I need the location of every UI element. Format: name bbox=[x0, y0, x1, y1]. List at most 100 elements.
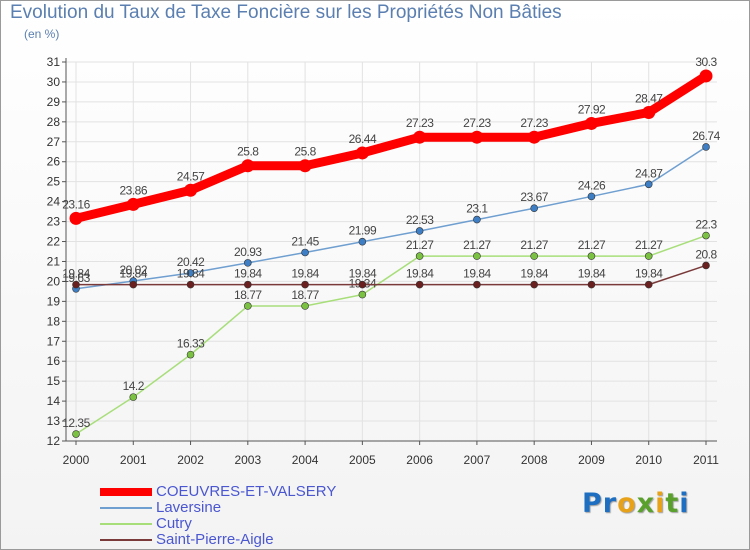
data-point-cutry bbox=[358, 290, 367, 299]
data-point-cutry bbox=[587, 252, 596, 260]
data-point-saint-pierre-aigle bbox=[530, 280, 538, 289]
y-tick-label: 19 bbox=[47, 294, 61, 308]
data-label-cutry: 21.27 bbox=[635, 238, 663, 252]
data-label-cutry: 16.33 bbox=[177, 337, 205, 351]
data-label-cutry: 18.77 bbox=[291, 288, 319, 302]
data-point-laversine bbox=[244, 259, 252, 267]
logo-letter: i bbox=[655, 488, 666, 519]
y-tick-label: 29 bbox=[47, 95, 61, 109]
data-label-laversine: 23.1 bbox=[466, 202, 488, 216]
y-tick-label: 30 bbox=[47, 75, 61, 89]
x-tick-label: 2010 bbox=[635, 453, 662, 467]
data-point-saint-pierre-aigle bbox=[358, 280, 367, 289]
data-point-cutry bbox=[473, 252, 481, 260]
data-label-coeuvres-et-valsery: 25.8 bbox=[294, 145, 316, 159]
y-tick-label: 15 bbox=[47, 374, 61, 388]
data-label-laversine: 24.26 bbox=[578, 178, 606, 192]
data-label-coeuvres-et-valsery: 26.44 bbox=[349, 132, 377, 146]
logo-letter: t bbox=[665, 488, 680, 519]
data-label-saint-pierre-aigle: 19.84 bbox=[234, 267, 262, 281]
legend-label: Saint-Pierre-Aigle bbox=[156, 531, 274, 548]
data-label-saint-pierre-aigle: 19.84 bbox=[349, 267, 377, 281]
x-tick-label: 2007 bbox=[464, 453, 491, 467]
data-point-coeuvres-et-valsery bbox=[355, 146, 369, 160]
data-label-laversine: 20.02 bbox=[120, 263, 148, 277]
logo-letter: r bbox=[602, 488, 618, 519]
y-tick-label: 31 bbox=[47, 55, 61, 69]
data-point-cutry bbox=[244, 302, 252, 310]
data-label-cutry: 14.2 bbox=[123, 379, 145, 393]
data-point-laversine bbox=[530, 204, 538, 213]
x-tick-label: 2001 bbox=[120, 453, 147, 467]
data-label-cutry: 21.27 bbox=[520, 238, 548, 252]
x-tick-label: 2002 bbox=[177, 453, 204, 467]
legend-swatch bbox=[100, 523, 152, 525]
chart-title: Evolution du Taux de Taxe Foncière sur l… bbox=[10, 2, 562, 23]
data-label-coeuvres-et-valsery: 27.23 bbox=[463, 116, 491, 130]
data-point-coeuvres-et-valsery bbox=[699, 69, 713, 83]
data-point-saint-pierre-aigle bbox=[702, 261, 710, 270]
data-point-cutry bbox=[415, 252, 424, 260]
y-tick-label: 20 bbox=[47, 274, 61, 288]
data-label-saint-pierre-aigle: 19.84 bbox=[406, 267, 434, 281]
data-label-cutry: 12.35 bbox=[62, 416, 90, 430]
data-label-saint-pierre-aigle: 19.84 bbox=[635, 267, 663, 281]
data-point-coeuvres-et-valsery bbox=[298, 159, 312, 173]
y-tick-label: 17 bbox=[47, 334, 61, 348]
data-label-cutry: 22.3 bbox=[695, 218, 717, 232]
data-point-saint-pierre-aigle bbox=[244, 280, 252, 289]
data-label-coeuvres-et-valsery: 27.92 bbox=[578, 102, 606, 116]
y-tick-label: 23 bbox=[47, 215, 61, 229]
data-point-coeuvres-et-valsery bbox=[184, 183, 198, 197]
data-point-cutry bbox=[186, 350, 195, 359]
x-tick-label: 2005 bbox=[349, 453, 376, 467]
proxiti-logo: Proxiti bbox=[582, 488, 690, 519]
y-tick-label: 22 bbox=[47, 235, 61, 249]
data-label-coeuvres-et-valsery: 30.3 bbox=[695, 55, 717, 69]
data-label-cutry: 21.27 bbox=[463, 238, 491, 252]
y-tick-label: 21 bbox=[47, 254, 61, 268]
data-label-saint-pierre-aigle: 19.84 bbox=[578, 267, 606, 281]
data-point-saint-pierre-aigle bbox=[415, 280, 424, 289]
data-point-cutry bbox=[702, 231, 710, 240]
x-tick-label: 2004 bbox=[292, 453, 319, 467]
data-label-saint-pierre-aigle: 19.84 bbox=[177, 267, 205, 281]
y-tick-label: 25 bbox=[47, 175, 61, 189]
x-tick-label: 2000 bbox=[63, 453, 90, 467]
x-tick-label: 2008 bbox=[521, 453, 548, 467]
legend-label: Cutry bbox=[156, 515, 192, 532]
data-point-coeuvres-et-valsery bbox=[69, 211, 83, 225]
data-point-cutry bbox=[129, 393, 138, 401]
y-tick-label: 12 bbox=[47, 434, 61, 448]
data-label-laversine: 26.74 bbox=[692, 129, 720, 143]
legend-label: Laversine bbox=[156, 499, 222, 516]
data-label-coeuvres-et-valsery: 28.47 bbox=[635, 91, 663, 105]
data-label-coeuvres-et-valsery: 23.86 bbox=[120, 183, 148, 197]
data-point-coeuvres-et-valsery bbox=[126, 197, 140, 211]
y-tick-label: 13 bbox=[47, 414, 61, 428]
series-line-laversine bbox=[75, 146, 707, 290]
data-label-laversine: 22.53 bbox=[406, 213, 434, 227]
data-point-coeuvres-et-valsery bbox=[584, 116, 598, 130]
data-label-laversine: 20.42 bbox=[177, 255, 205, 269]
data-label-laversine: 20.93 bbox=[234, 245, 262, 259]
data-label-saint-pierre-aigle: 20.8 bbox=[695, 247, 717, 261]
y-tick-label: 27 bbox=[47, 135, 61, 149]
y-tick-label: 16 bbox=[47, 354, 61, 368]
data-label-cutry: 21.27 bbox=[406, 238, 434, 252]
series-line-coeuvres-et-valsery bbox=[71, 71, 711, 223]
y-tick-label: 28 bbox=[47, 115, 61, 129]
data-label-saint-pierre-aigle: 19.84 bbox=[62, 267, 90, 281]
legend-label: COEUVRES-ET-VALSERY bbox=[156, 483, 337, 500]
data-point-coeuvres-et-valsery bbox=[241, 159, 255, 173]
legend-swatch bbox=[100, 539, 152, 541]
data-point-coeuvres-et-valsery bbox=[527, 130, 541, 144]
data-point-laversine bbox=[473, 215, 481, 224]
data-point-saint-pierre-aigle bbox=[587, 280, 596, 289]
legend-swatch bbox=[100, 507, 152, 509]
data-point-laversine bbox=[186, 269, 195, 277]
logo-letter: i bbox=[679, 488, 690, 519]
logo-letter: x bbox=[636, 488, 656, 519]
data-label-laversine: 23.67 bbox=[520, 190, 548, 204]
data-label-coeuvres-et-valsery: 27.23 bbox=[406, 116, 434, 130]
